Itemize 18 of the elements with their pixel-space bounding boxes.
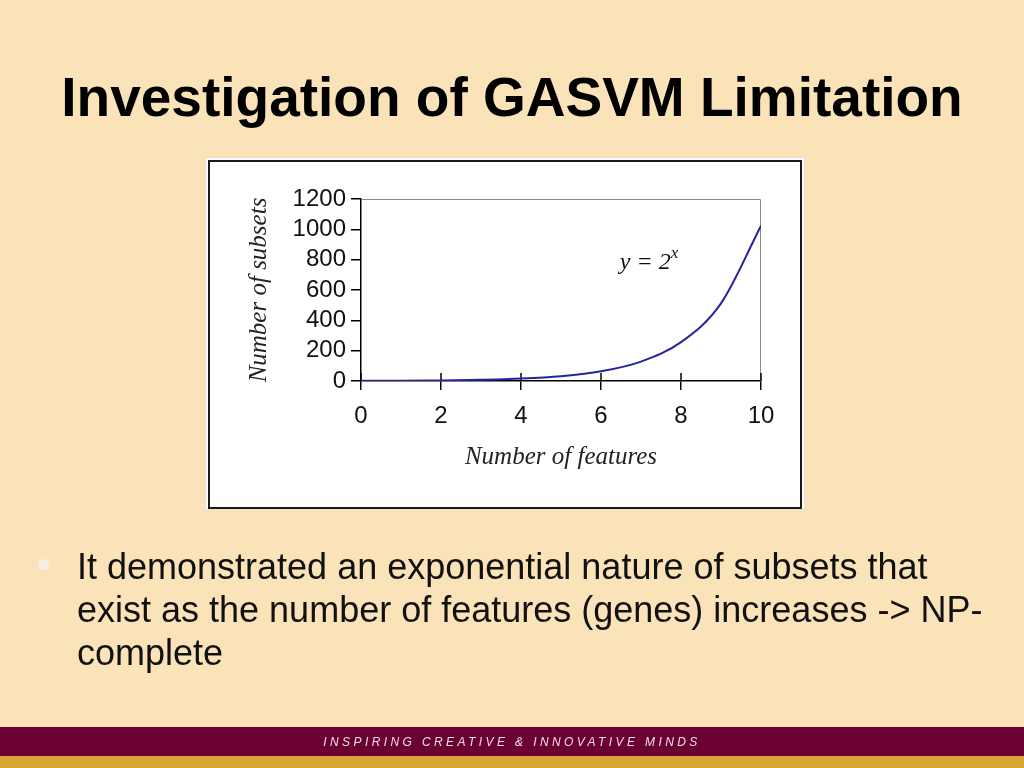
x-tick-label: 2 — [434, 401, 448, 429]
y-tick-label: 1000 — [292, 213, 346, 241]
x-tick-label: 10 — [747, 401, 775, 429]
y-tick-label: 1200 — [292, 183, 346, 211]
x-tick-label: 4 — [514, 401, 528, 429]
y-axis-title: Number of subsets — [243, 197, 271, 384]
y-tick-label: 600 — [305, 274, 346, 302]
chart-title: Investigation of GASVM Limitation — [60, 66, 964, 128]
y-tick-label: 0 — [332, 365, 346, 393]
text: INSPIRING CREATIVE & INNOVATIVE MINDS — [322, 734, 702, 750]
x-tick-label: 8 — [674, 401, 688, 429]
x-axis-title: Number of features — [463, 441, 658, 469]
x-tick-label: 6 — [594, 401, 608, 429]
y-tick-label: 400 — [305, 304, 346, 332]
text: It demonstrated an exponential nature of subsets that exist as the number of features (genes) increases -> NP-complete — [77, 545, 984, 674]
x-tick-label: 0 — [354, 401, 368, 429]
y-tick-label: 200 — [305, 335, 346, 363]
y-tick-label: 800 — [305, 244, 346, 272]
